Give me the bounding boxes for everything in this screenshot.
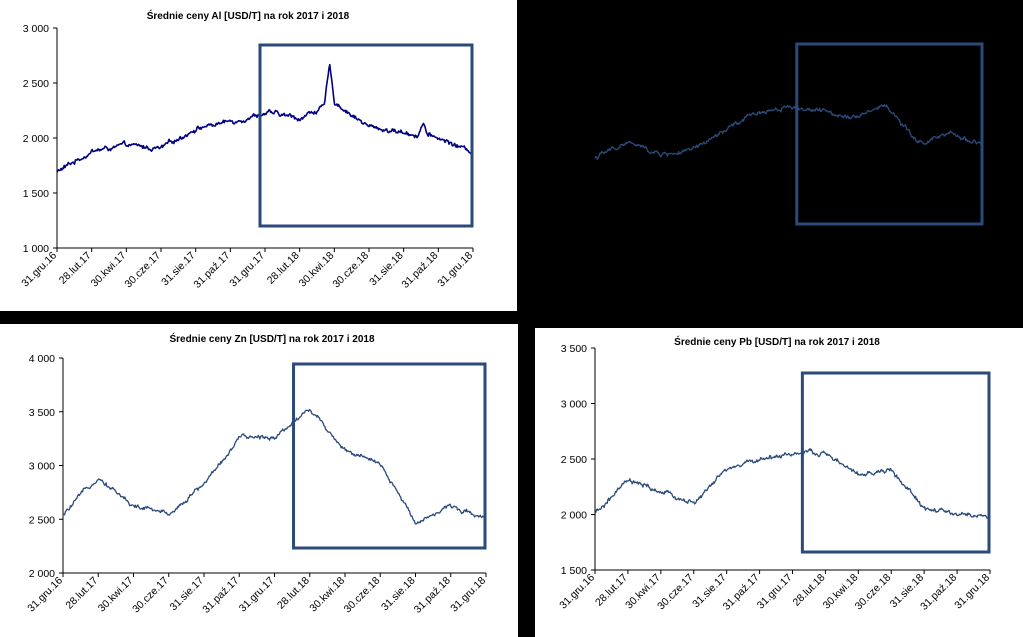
y-tick-label: 1 000 [23, 243, 49, 255]
chart-untitled [594, 42, 984, 226]
x-tick-label: 31.paź.17 [721, 572, 762, 613]
x-tick-label: 31.gru.18 [448, 575, 488, 615]
x-tick-label: 31.gru.17 [237, 575, 277, 615]
chart-pb: Średnie ceny Pb [USD/T] na rok 2017 i 20… [557, 335, 992, 613]
y-tick-label: 3 000 [29, 461, 55, 473]
chart-title: Średnie ceny Al [USD/T] na rok 2017 i 20… [147, 9, 350, 22]
series-line [56, 63, 474, 173]
x-tick-label: 31.gru.18 [952, 572, 992, 612]
chart-title: Średnie ceny Pb [USD/T] na rok 2017 i 20… [674, 335, 880, 348]
x-tick-label: 31.gru.18 [435, 250, 475, 290]
series-line [62, 408, 487, 525]
x-tick-label: 30.kwi.18 [307, 575, 347, 615]
y-tick-label: 3 000 [561, 399, 587, 411]
y-tick-label: 2 000 [29, 568, 55, 580]
highlight-box [258, 43, 474, 228]
x-tick-label: 31.paź.18 [918, 572, 959, 613]
x-tick-label: 31.paź.17 [191, 250, 232, 291]
x-tick-label: 30.cze.18 [342, 575, 383, 616]
y-tick-label: 3 500 [561, 343, 587, 355]
x-tick-label: 30.cze.17 [655, 572, 696, 613]
series-line [594, 104, 984, 160]
y-tick-label: 2 000 [561, 510, 587, 522]
chart-zn: Średnie ceny Zn [USD/T] na rok 2017 i 20… [25, 332, 488, 616]
chart-panel-untitled [517, 0, 1023, 311]
chart-title: Średnie ceny Zn [USD/T] na rok 2017 i 20… [169, 332, 375, 345]
x-tick-label: 31.gru.16 [557, 572, 597, 612]
y-tick-label: 3 000 [23, 23, 49, 35]
x-tick-label: 30.kwi.17 [96, 575, 136, 615]
x-tick-label: 31.paź.18 [412, 575, 453, 616]
highlight-box [795, 42, 984, 226]
y-tick-label: 3 500 [29, 407, 55, 419]
chart-panel-zn: Średnie ceny Zn [USD/T] na rok 2017 i 20… [0, 324, 518, 637]
x-tick-label: 31.paź.18 [399, 250, 440, 291]
y-tick-label: 2 000 [23, 133, 49, 145]
x-tick-label: 31.gru.16 [19, 250, 59, 290]
y-tick-label: 1 500 [23, 188, 49, 200]
x-tick-label: 30.cze.17 [122, 250, 163, 291]
x-tick-label: 31.paź.17 [200, 575, 241, 616]
chart-panel-pb: Średnie ceny Pb [USD/T] na rok 2017 i 20… [535, 328, 1023, 637]
highlight-box [800, 371, 991, 554]
x-tick-label: 30.cze.18 [853, 572, 894, 613]
x-tick-label: 30.kwi.18 [297, 250, 337, 290]
x-tick-label: 30.kwi.17 [89, 250, 129, 290]
y-tick-label: 2 500 [29, 514, 55, 526]
x-tick-label: 30.cze.18 [330, 250, 371, 291]
chart-al: Średnie ceny Al [USD/T] na rok 2017 i 20… [19, 9, 475, 291]
x-tick-label: 31.gru.17 [227, 250, 267, 290]
x-tick-label: 31.gru.16 [25, 575, 65, 615]
y-tick-label: 2 500 [23, 78, 49, 90]
series-line [594, 447, 991, 520]
chart-panel-al: Średnie ceny Al [USD/T] na rok 2017 i 20… [0, 0, 517, 311]
y-tick-label: 2 500 [561, 454, 587, 466]
x-tick-label: 30.cze.17 [130, 575, 171, 616]
y-tick-label: 1 500 [561, 565, 587, 577]
y-tick-label: 4 000 [29, 353, 55, 365]
x-tick-label: 31.gru.17 [755, 572, 795, 612]
highlight-box [292, 362, 487, 550]
